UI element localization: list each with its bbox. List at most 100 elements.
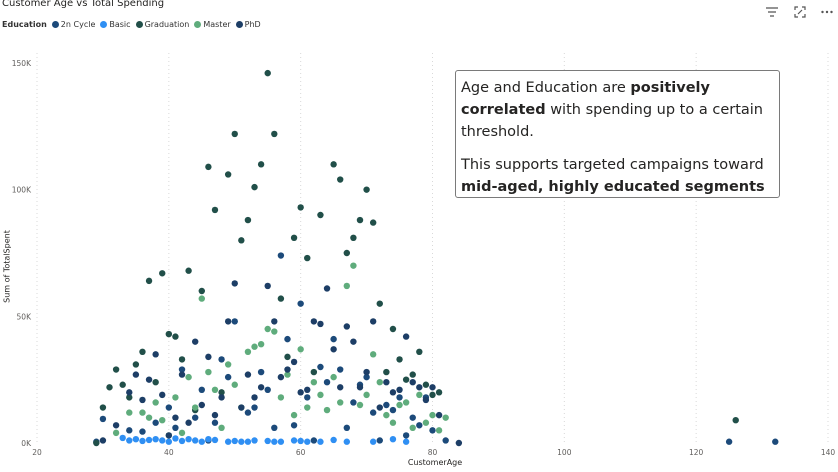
y-tick-label: 100K xyxy=(12,186,32,195)
point-basic xyxy=(152,436,159,443)
focus-mode-icon[interactable] xyxy=(793,5,807,19)
insight-textbox: Age and Education are positively correla… xyxy=(455,70,780,198)
point-phd xyxy=(396,386,403,393)
point-phd xyxy=(231,280,238,287)
point-2n-cycle xyxy=(271,424,278,431)
point-phd xyxy=(145,376,153,383)
point-graduation xyxy=(356,216,364,224)
point-master xyxy=(159,417,166,424)
point-graduation xyxy=(257,161,265,168)
point-phd xyxy=(290,358,298,366)
point-basic xyxy=(126,437,133,444)
point-phd xyxy=(224,318,232,325)
point-master xyxy=(205,368,212,376)
legend-item-graduation[interactable]: Graduation xyxy=(135,20,189,29)
point-graduation xyxy=(152,379,159,386)
point-master xyxy=(429,411,436,419)
point-master xyxy=(396,401,403,409)
legend-label: 2n Cycle xyxy=(60,19,96,29)
point-basic xyxy=(205,436,212,443)
point-graduation xyxy=(178,356,186,363)
point-master xyxy=(323,406,331,414)
point-phd xyxy=(126,389,133,396)
point-2n-cycle xyxy=(337,366,344,373)
point-2n-cycle xyxy=(257,368,265,376)
point-2n-cycle xyxy=(297,300,304,307)
point-2n-cycle xyxy=(323,379,331,386)
point-master xyxy=(145,414,153,421)
point-graduation xyxy=(376,300,383,307)
point-master xyxy=(343,282,351,290)
legend-label: PhD xyxy=(244,19,261,29)
point-master xyxy=(198,295,205,302)
point-graduation xyxy=(363,186,370,193)
point-master xyxy=(211,386,219,393)
legend-item-master[interactable]: Master xyxy=(194,20,231,29)
point-basic xyxy=(139,437,146,445)
y-tick-label: 150K xyxy=(12,59,32,68)
point-phd xyxy=(192,338,199,345)
point-phd xyxy=(310,318,318,325)
point-graduation xyxy=(304,254,311,262)
point-graduation xyxy=(132,361,140,368)
point-master xyxy=(310,379,318,386)
point-phd xyxy=(297,389,304,396)
legend-label: Basic xyxy=(109,19,131,29)
point-graduation xyxy=(165,330,173,338)
point-phd xyxy=(238,404,245,411)
point-master xyxy=(402,399,410,406)
point-phd xyxy=(455,439,463,447)
point-master xyxy=(244,348,252,355)
point-phd xyxy=(363,368,370,376)
point-2n-cycle xyxy=(304,394,311,401)
point-graduation xyxy=(185,267,192,274)
point-2n-cycle xyxy=(317,363,324,371)
point-graduation xyxy=(422,381,430,388)
point-master xyxy=(297,346,304,353)
legend-title: Education xyxy=(2,19,47,29)
point-2n-cycle xyxy=(244,409,252,416)
point-graduation xyxy=(238,237,245,244)
point-phd xyxy=(139,396,146,404)
point-phd xyxy=(337,384,344,391)
point-2n-cycle xyxy=(429,427,436,434)
point-graduation xyxy=(112,366,120,373)
point-graduation xyxy=(337,176,344,183)
point-graduation xyxy=(264,69,271,77)
point-2n-cycle xyxy=(284,335,291,343)
legend-item-phd[interactable]: PhD xyxy=(235,19,261,29)
filter-icon[interactable] xyxy=(765,5,779,19)
point-graduation xyxy=(369,219,377,226)
point-master xyxy=(409,424,416,431)
point-2n-cycle xyxy=(310,437,318,444)
point-basic xyxy=(317,438,324,445)
point-2n-cycle xyxy=(389,406,397,414)
point-basic xyxy=(369,438,377,445)
point-phd xyxy=(185,419,192,426)
point-phd xyxy=(409,379,416,386)
more-options-icon[interactable] xyxy=(820,5,834,19)
point-2n-cycle xyxy=(409,414,416,421)
point-master xyxy=(178,429,186,437)
point-graduation xyxy=(297,204,304,211)
x-tick-label: 140 xyxy=(821,448,836,457)
point-master xyxy=(330,373,337,381)
point-phd xyxy=(172,414,179,421)
point-graduation xyxy=(119,381,126,388)
legend-item-2n-cycle[interactable]: 2n Cycle xyxy=(51,19,96,29)
point-2n-cycle xyxy=(442,437,449,444)
y-tick-label: 0K xyxy=(21,439,32,448)
point-phd xyxy=(264,282,271,290)
point-graduation xyxy=(198,287,205,295)
point-graduation xyxy=(290,234,298,241)
point-basic xyxy=(343,438,351,445)
point-basic xyxy=(159,437,166,444)
legend-item-basic[interactable]: Basic xyxy=(100,19,131,29)
point-phd xyxy=(317,320,324,328)
point-master xyxy=(383,411,390,419)
point-master xyxy=(389,419,397,426)
point-master xyxy=(271,328,278,335)
point-master xyxy=(317,391,324,399)
x-tick-label: 80 xyxy=(428,448,438,457)
point-phd xyxy=(271,318,278,325)
